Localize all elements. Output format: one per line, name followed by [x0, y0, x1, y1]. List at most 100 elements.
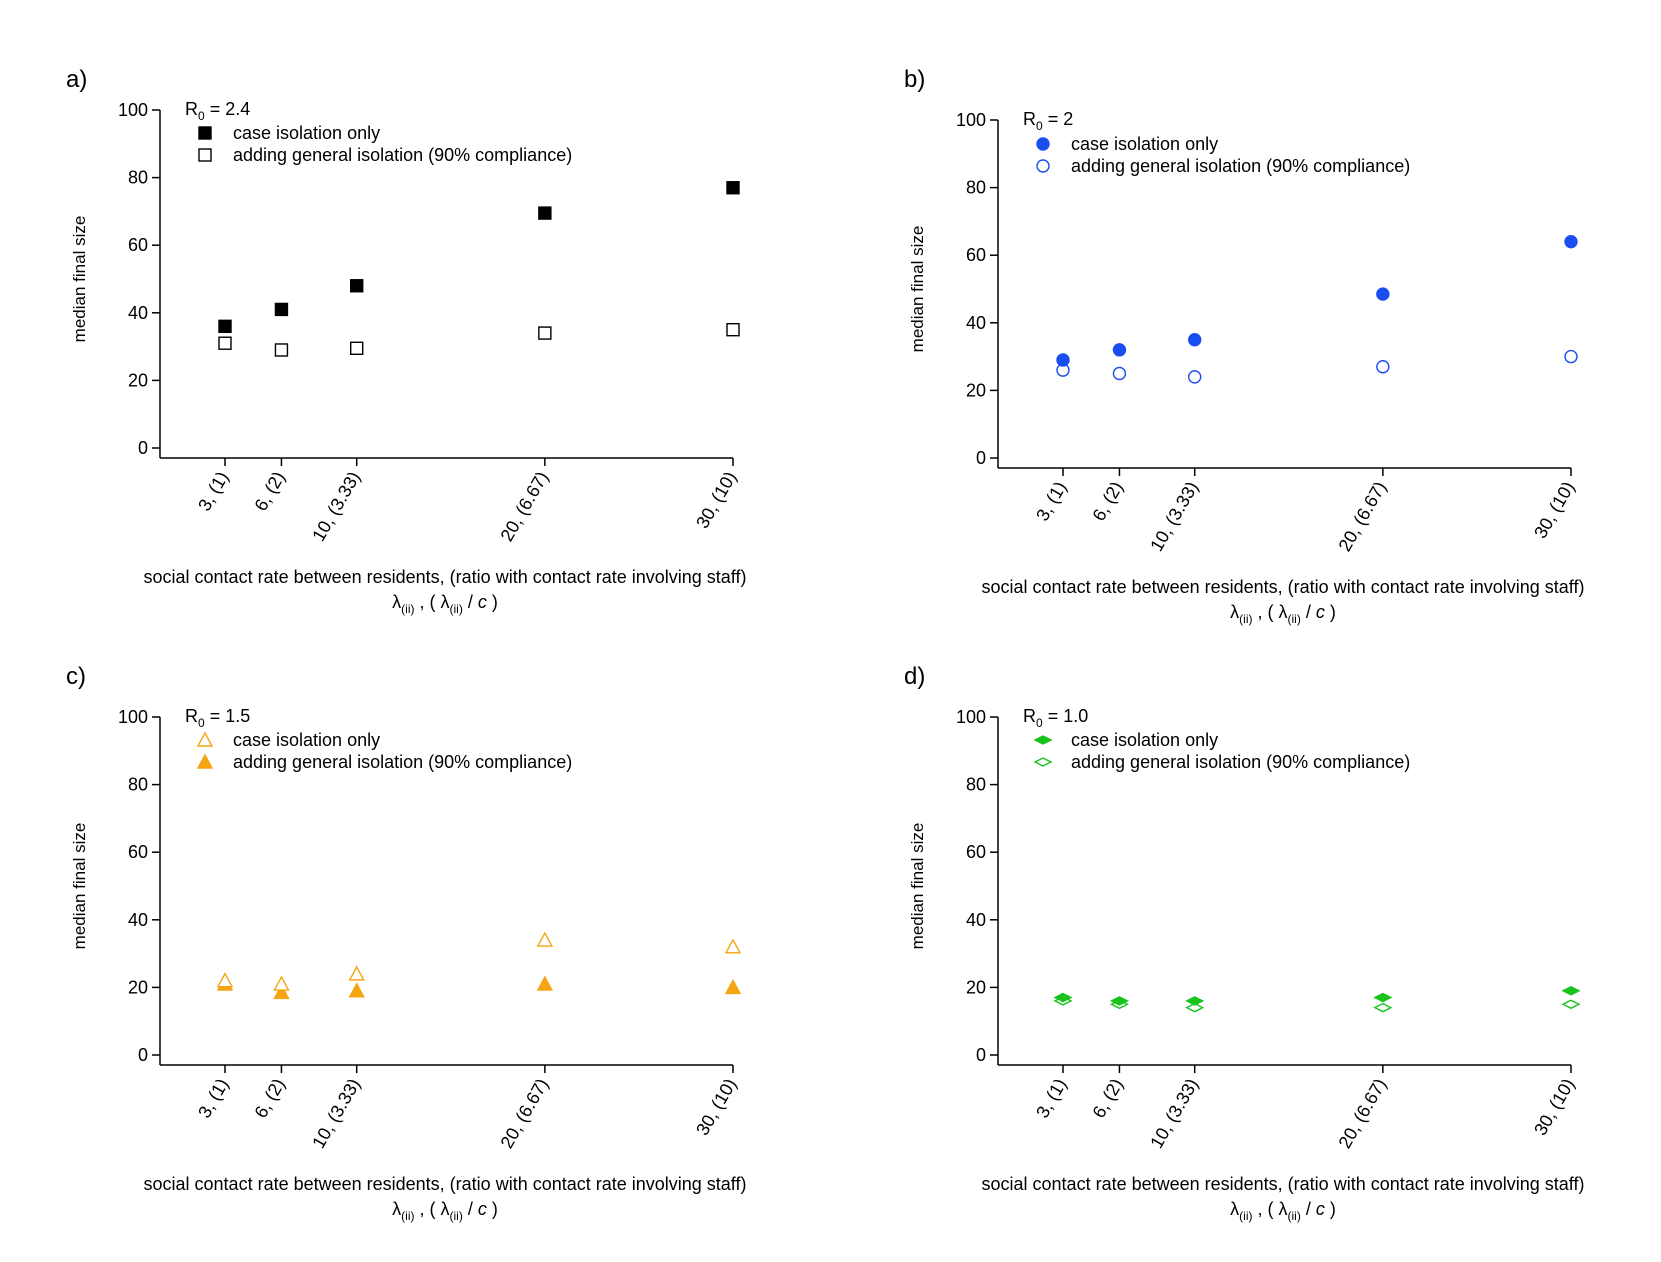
x-tick-label: 30, (10) [692, 468, 740, 532]
r0-label: R0 = 2.4 [185, 99, 250, 123]
legend-label: case isolation only [233, 123, 380, 143]
y-tick-label: 0 [138, 1045, 148, 1065]
panel-label: c) [66, 663, 86, 690]
data-point [1373, 1002, 1393, 1013]
x-axis-label: social contact rate between residents, (… [144, 567, 747, 587]
x-axis-label-symbol: λ(ii) , ( λ(ii) / c ) [392, 592, 498, 616]
x-tick-label: 10, (3.33) [308, 468, 364, 545]
y-axis-label: median final size [908, 226, 927, 353]
y-tick-label: 80 [966, 178, 986, 198]
data-point [218, 336, 232, 350]
legend-label: case isolation only [233, 730, 380, 750]
y-tick-label: 0 [976, 1045, 986, 1065]
x-tick-label: 10, (3.33) [1146, 1075, 1202, 1152]
y-tick-label: 20 [128, 977, 148, 997]
legend-label: adding general isolation (90% compliance… [1071, 156, 1410, 176]
data-point [1561, 999, 1581, 1010]
y-tick-label: 40 [128, 303, 148, 323]
x-axis-label: social contact rate between residents, (… [144, 1174, 747, 1194]
data-point [348, 965, 365, 981]
data-point [216, 972, 234, 988]
y-tick-label: 0 [976, 448, 986, 468]
x-tick-label: 6, (2) [251, 1075, 289, 1121]
legend-label: adding general isolation (90% compliance… [233, 752, 572, 772]
y-tick-label: 20 [966, 977, 986, 997]
y-tick-label: 100 [118, 707, 148, 727]
x-axis-label: social contact rate between residents, (… [982, 1174, 1585, 1194]
x-tick-label: 30, (10) [1530, 1075, 1578, 1139]
data-point [1564, 349, 1578, 364]
r0-label: R0 = 2 [1023, 109, 1073, 133]
x-tick-label: 30, (10) [692, 1075, 740, 1139]
legend-label: adding general isolation (90% compliance… [1071, 752, 1410, 772]
r0-label: R0 = 1.0 [1023, 706, 1088, 730]
y-tick-label: 100 [956, 707, 986, 727]
data-point [538, 206, 552, 220]
x-tick-label: 20, (6.67) [496, 468, 552, 545]
data-point [273, 983, 290, 1000]
data-point [1053, 992, 1073, 1003]
y-tick-label: 100 [956, 110, 986, 130]
data-point [1188, 333, 1202, 347]
legend-marker [1033, 757, 1053, 767]
data-point [274, 343, 289, 357]
data-point [1112, 366, 1127, 381]
data-point [1376, 287, 1390, 301]
data-point [1373, 992, 1393, 1003]
y-tick-label: 60 [128, 235, 148, 255]
panel-d: d) 0 20 40 60 80 100 median final size 3, (1) 6, … [904, 663, 1584, 1223]
x-axis-label-symbol: λ(ii) , ( λ(ii) / c ) [392, 1199, 498, 1223]
data-point [1376, 360, 1390, 374]
data-point [218, 319, 232, 334]
x-tick-label: 3, (1) [194, 468, 232, 514]
data-point [538, 326, 552, 340]
x-tick-label: 6, (2) [1089, 478, 1127, 524]
x-tick-label: 20, (6.67) [496, 1075, 552, 1152]
data-point [348, 982, 365, 998]
y-tick-label: 80 [128, 775, 148, 795]
data-point [1185, 1002, 1205, 1013]
data-point [1564, 234, 1578, 249]
y-tick-label: 40 [128, 910, 148, 930]
legend-marker [1036, 159, 1050, 173]
x-tick-label: 6, (2) [251, 468, 289, 514]
y-axis-label: median final size [908, 823, 927, 950]
legend-marker [198, 148, 212, 162]
data-point [726, 181, 740, 195]
legend-marker [1036, 137, 1050, 151]
y-tick-label: 0 [138, 438, 148, 458]
x-axis-label-symbol: λ(ii) , ( λ(ii) / c ) [1230, 1199, 1336, 1223]
y-tick-label: 60 [128, 842, 148, 862]
r0-label: R0 = 1.5 [185, 706, 250, 730]
data-point [724, 938, 742, 954]
data-point [724, 978, 742, 995]
x-tick-label: 20, (6.67) [1334, 1075, 1390, 1152]
x-tick-label: 3, (1) [1032, 478, 1070, 524]
panel-label: a) [66, 66, 87, 93]
panel-label: b) [904, 66, 925, 93]
data-point [1056, 353, 1070, 367]
legend-marker [196, 731, 214, 747]
y-tick-label: 60 [966, 842, 986, 862]
legend-label: adding general isolation (90% compliance… [233, 145, 572, 165]
panel-c: c) 0 20 40 60 80 100 median final size 3, (1) 6, … [66, 663, 746, 1223]
data-point [1112, 343, 1127, 357]
y-tick-label: 40 [966, 313, 986, 333]
x-tick-label: 10, (3.33) [308, 1075, 364, 1152]
x-axis-label-symbol: λ(ii) , ( λ(ii) / c ) [1230, 602, 1336, 626]
x-tick-label: 3, (1) [1032, 1075, 1070, 1121]
x-tick-label: 10, (3.33) [1146, 478, 1202, 555]
x-tick-label: 6, (2) [1089, 1075, 1127, 1121]
y-tick-label: 20 [128, 370, 148, 390]
data-point [1188, 370, 1202, 384]
data-point [1561, 985, 1581, 996]
legend-marker [1033, 735, 1053, 745]
y-tick-label: 80 [128, 168, 148, 188]
legend-label: case isolation only [1071, 134, 1218, 154]
panel-b: b) 0 20 40 60 80 100 median final size 3, (1) 6, … [904, 66, 1584, 626]
y-tick-label: 80 [966, 775, 986, 795]
panel-label: d) [904, 663, 925, 690]
